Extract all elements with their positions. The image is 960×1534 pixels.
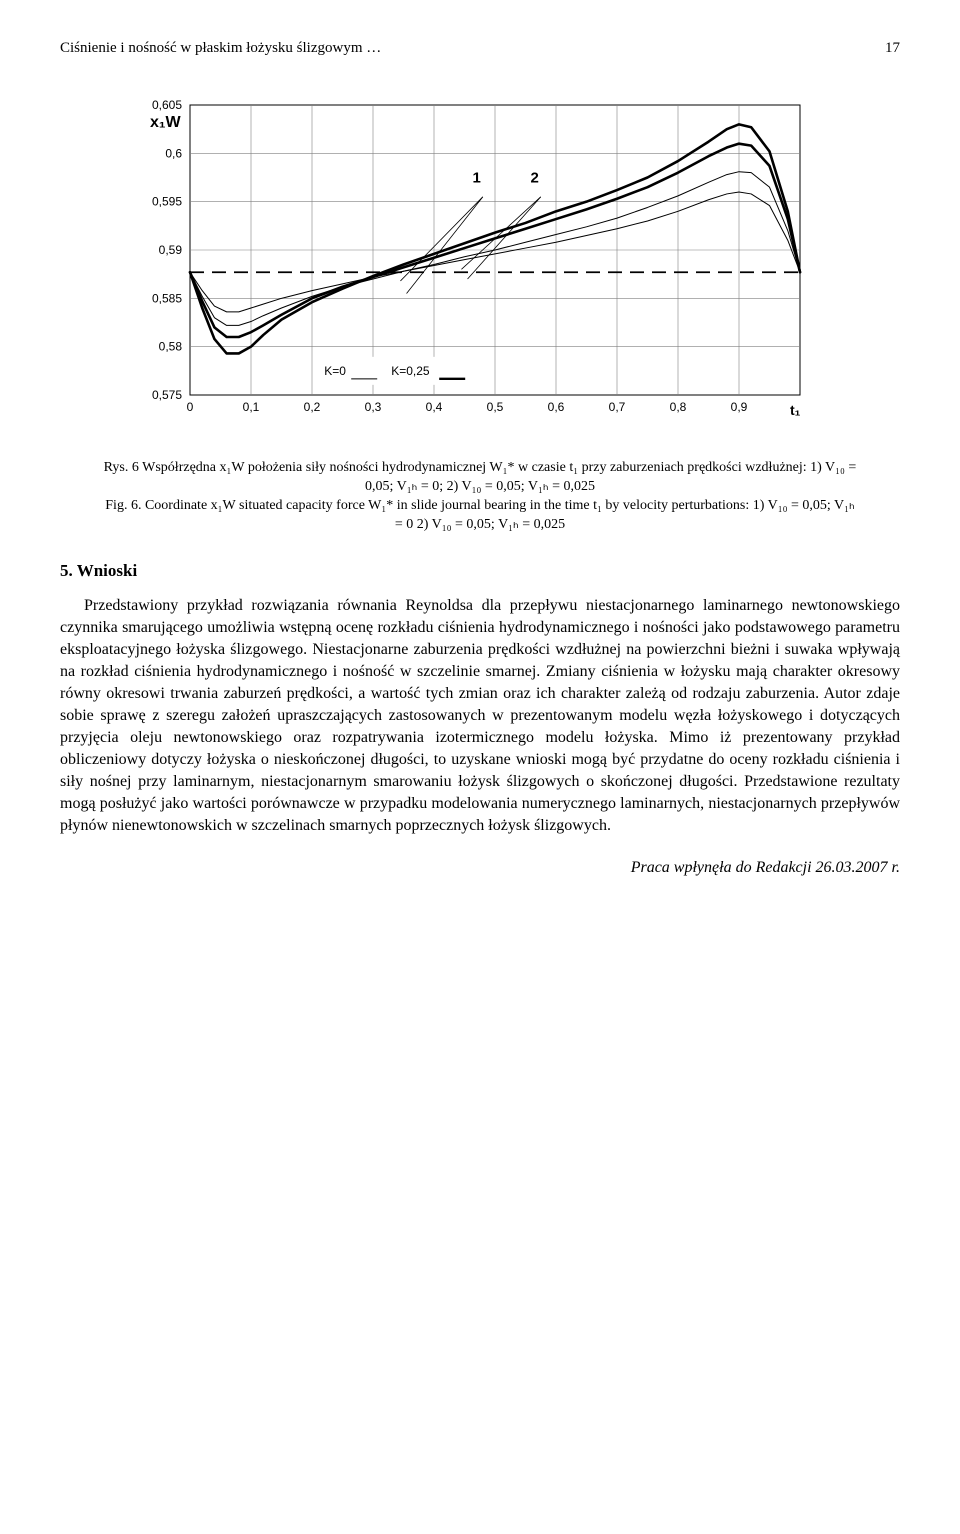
svg-text:0,9: 0,9 — [731, 400, 748, 414]
svg-text:0,2: 0,2 — [304, 400, 321, 414]
svg-text:0,8: 0,8 — [670, 400, 687, 414]
svg-text:0: 0 — [187, 400, 194, 414]
caption-en: Coordinate x₁W situated capacity force W… — [141, 498, 854, 532]
running-head: Ciśnienie i nośność w płaskim łożysku śl… — [60, 40, 900, 57]
chart-svg: 0 0,1 0,2 0,3 0,4 0,5 0,6 0,7 0,8 0,9 0,575 0,58 0,5… — [120, 85, 840, 445]
svg-text:0,6: 0,6 — [165, 146, 182, 160]
caption-en-prefix: Fig. 6. — [105, 498, 141, 513]
svg-text:0,5: 0,5 — [487, 400, 504, 414]
svg-text:0,575: 0,575 — [152, 388, 182, 402]
svg-text:0,59: 0,59 — [159, 243, 183, 257]
svg-text:0,58: 0,58 — [159, 340, 183, 354]
svg-text:t₁: t₁ — [790, 402, 801, 418]
caption-pl: Współrzędna x₁W położenia siły nośności … — [139, 460, 856, 494]
received-line: Praca wpłynęła do Redakcji 26.03.2007 r. — [60, 859, 900, 877]
svg-text:K=0: K=0 — [324, 364, 346, 378]
caption-pl-prefix: Rys. 6 — [104, 460, 139, 475]
section-title: 5. Wnioski — [60, 561, 900, 581]
svg-text:1: 1 — [473, 169, 481, 186]
body-paragraph: Przedstawiony przykład rozwiązania równa… — [60, 595, 900, 838]
figure-6-chart: 0 0,1 0,2 0,3 0,4 0,5 0,6 0,7 0,8 0,9 0,575 0,58 0,5… — [120, 85, 840, 445]
svg-text:K=0,25: K=0,25 — [391, 364, 430, 378]
running-head-left: Ciśnienie i nośność w płaskim łożysku śl… — [60, 40, 381, 57]
svg-text:0,4: 0,4 — [426, 400, 443, 414]
svg-text:0,1: 0,1 — [243, 400, 260, 414]
svg-text:0,595: 0,595 — [152, 195, 182, 209]
svg-text:0,585: 0,585 — [152, 291, 182, 305]
svg-text:0,7: 0,7 — [609, 400, 626, 414]
page-number: 17 — [885, 40, 900, 57]
svg-text:2: 2 — [530, 169, 538, 186]
svg-text:0,6: 0,6 — [548, 400, 565, 414]
svg-text:x₁W: x₁W — [150, 114, 182, 131]
svg-text:0,605: 0,605 — [152, 98, 182, 112]
figure-6-caption: Rys. 6 Współrzędna x₁W położenia siły no… — [100, 459, 860, 535]
svg-text:0,3: 0,3 — [365, 400, 382, 414]
